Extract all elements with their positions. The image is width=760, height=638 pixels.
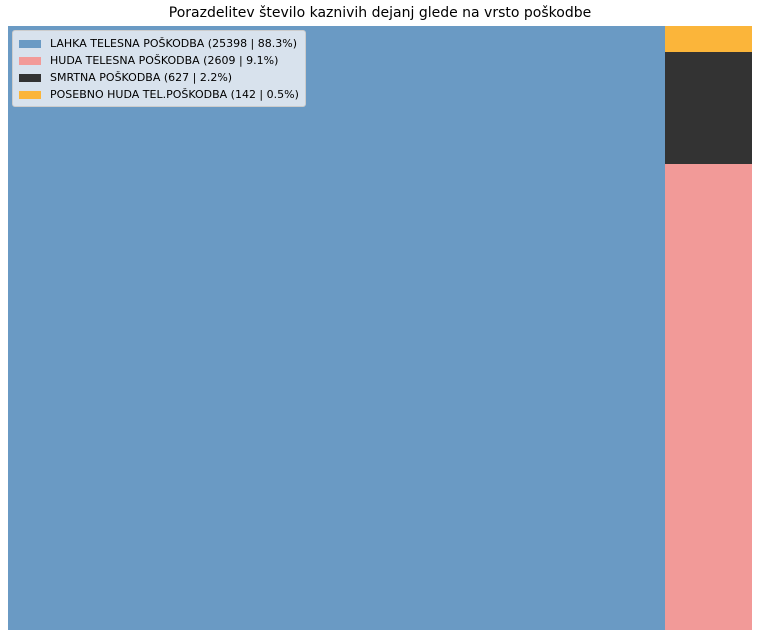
legend-swatch [19, 73, 41, 82]
legend-swatch [19, 56, 41, 65]
legend-item: SMRTNA POŠKODBA (627 | 2.2%) [19, 69, 299, 86]
legend-item: LAHKA TELESNA POŠKODBA (25398 | 88.3%) [19, 35, 299, 52]
legend-swatch [19, 90, 41, 99]
treemap-plot-area [8, 26, 752, 630]
legend-label: LAHKA TELESNA POŠKODBA (25398 | 88.3%) [50, 37, 298, 50]
legend: LAHKA TELESNA POŠKODBA (25398 | 88.3%) HU… [12, 30, 306, 107]
legend-label: SMRTNA POŠKODBA (627 | 2.2%) [50, 71, 233, 84]
legend-label: HUDA TELESNA POŠKODBA (2609 | 9.1%) [50, 54, 279, 67]
treemap-tile [665, 52, 752, 164]
treemap-tile [8, 26, 665, 630]
legend-item: POSEBNO HUDA TEL.POŠKODBA (142 | 0.5%) [19, 86, 299, 103]
legend-label: POSEBNO HUDA TEL.POŠKODBA (142 | 0.5%) [50, 88, 299, 101]
chart-title: Porazdelitev število kaznivih dejanj gle… [168, 5, 592, 21]
treemap-tile [665, 26, 752, 52]
treemap-tile [665, 164, 752, 630]
legend-item: HUDA TELESNA POŠKODBA (2609 | 9.1%) [19, 52, 299, 69]
legend-swatch [19, 39, 41, 48]
